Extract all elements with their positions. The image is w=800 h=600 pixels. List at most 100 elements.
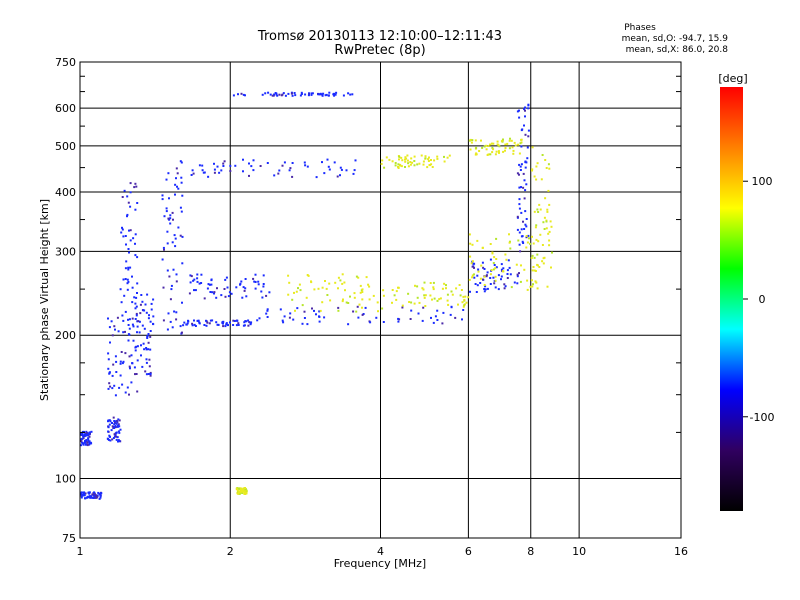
echo-point-x	[532, 242, 535, 245]
echo-point-o	[216, 323, 219, 326]
echo-point-x	[357, 276, 360, 279]
echo-point-x	[353, 296, 356, 299]
echo-point-x	[535, 224, 538, 227]
echo-point-x	[243, 490, 246, 493]
echo-point-o	[243, 321, 246, 324]
echo-point-x	[509, 247, 512, 250]
echo-point-o	[524, 115, 526, 118]
echo-point-o	[483, 290, 486, 293]
echo-point-x	[406, 159, 409, 162]
echo-point-o	[382, 321, 385, 323]
echo-point-o	[176, 172, 179, 175]
echo-point-o	[169, 214, 172, 217]
echo-point-o	[206, 321, 209, 324]
echo-point-x	[294, 309, 296, 312]
echo-point-o	[190, 275, 193, 278]
echo-point-x	[515, 263, 518, 266]
echo-point-o	[180, 210, 183, 213]
echo-point-o	[118, 440, 121, 443]
echo-point-o	[125, 243, 127, 246]
echo-point-o	[249, 321, 252, 324]
echo-point-x	[427, 158, 430, 161]
echo-point-o	[87, 439, 90, 442]
echo-point-o	[203, 324, 206, 326]
echo-point-x	[494, 153, 497, 156]
x-tick-label: 8	[527, 545, 534, 558]
echo-point-o	[136, 325, 139, 328]
echo-point-o	[516, 282, 519, 285]
echo-point-o	[144, 370, 147, 373]
echo-point-o	[315, 313, 317, 316]
echo-point-o	[502, 267, 505, 270]
echo-point-o	[240, 280, 243, 283]
echo-point-x	[411, 161, 414, 164]
phase-o-stats: mean, sd,O: -94.7, 15.9	[622, 34, 729, 44]
echo-point-o	[422, 306, 425, 309]
echo-point-x	[481, 246, 484, 249]
echo-point-o	[124, 391, 127, 394]
echo-point-o	[150, 308, 153, 311]
x-tick-label: 6	[465, 545, 472, 558]
echo-point-o	[282, 92, 285, 95]
echo-point-o	[123, 294, 126, 297]
echo-point-o	[223, 160, 226, 163]
echo-point-o	[115, 431, 118, 434]
echo-point-o	[145, 348, 148, 351]
echo-point-x	[489, 273, 492, 276]
echo-point-x	[546, 210, 549, 213]
echo-point-o	[492, 276, 495, 279]
echo-point-o	[229, 164, 232, 167]
echo-point-o	[114, 328, 116, 331]
echo-point-x	[353, 292, 356, 295]
echo-point-o	[120, 351, 123, 353]
echo-points	[80, 91, 553, 500]
echo-point-x	[496, 140, 499, 143]
echo-point-x	[513, 141, 516, 144]
echo-point-o	[125, 260, 128, 263]
echo-point-o	[88, 440, 91, 443]
echo-point-o	[356, 305, 359, 308]
echo-point-o	[145, 358, 148, 361]
echo-point-x	[423, 296, 426, 299]
echo-point-o	[469, 290, 471, 293]
echo-point-x	[479, 277, 482, 280]
echo-point-o	[181, 235, 184, 238]
echo-point-o	[339, 166, 342, 169]
echo-point-o	[149, 320, 152, 323]
echo-point-o	[521, 240, 524, 243]
echo-point-o	[519, 169, 522, 171]
echo-point-o	[527, 107, 530, 110]
echo-point-x	[416, 285, 419, 288]
echo-point-x	[368, 298, 371, 301]
echo-point-o	[111, 438, 114, 441]
echo-point-x	[427, 160, 430, 162]
echo-point-o	[116, 316, 119, 319]
echo-point-o	[113, 384, 116, 387]
echo-point-o	[109, 439, 112, 442]
echo-point-o	[167, 312, 170, 315]
echo-point-o	[472, 262, 475, 265]
echo-point-o	[495, 266, 498, 269]
echo-point-x	[508, 241, 511, 244]
echo-point-o	[461, 318, 463, 321]
echo-point-o	[181, 331, 183, 334]
echo-point-x	[347, 302, 350, 304]
echo-point-o	[216, 165, 219, 168]
echo-point-o	[306, 165, 309, 168]
echo-point-o	[500, 275, 503, 278]
echo-point-x	[471, 260, 474, 263]
echo-point-x	[520, 138, 523, 141]
echo-point-o	[218, 171, 221, 174]
echo-point-x	[504, 149, 506, 152]
phase-colorbar: [deg] 100 0 -100	[718, 72, 774, 511]
echo-point-o	[349, 93, 352, 96]
echo-point-o	[127, 248, 130, 250]
x-tick-label: 1	[77, 545, 84, 558]
echo-point-x	[443, 282, 446, 285]
echo-point-o	[473, 276, 476, 279]
echo-point-o	[527, 104, 530, 107]
echo-point-o	[129, 205, 132, 208]
echo-point-x	[548, 244, 551, 247]
echo-point-o	[87, 437, 90, 440]
echo-point-x	[463, 304, 466, 307]
